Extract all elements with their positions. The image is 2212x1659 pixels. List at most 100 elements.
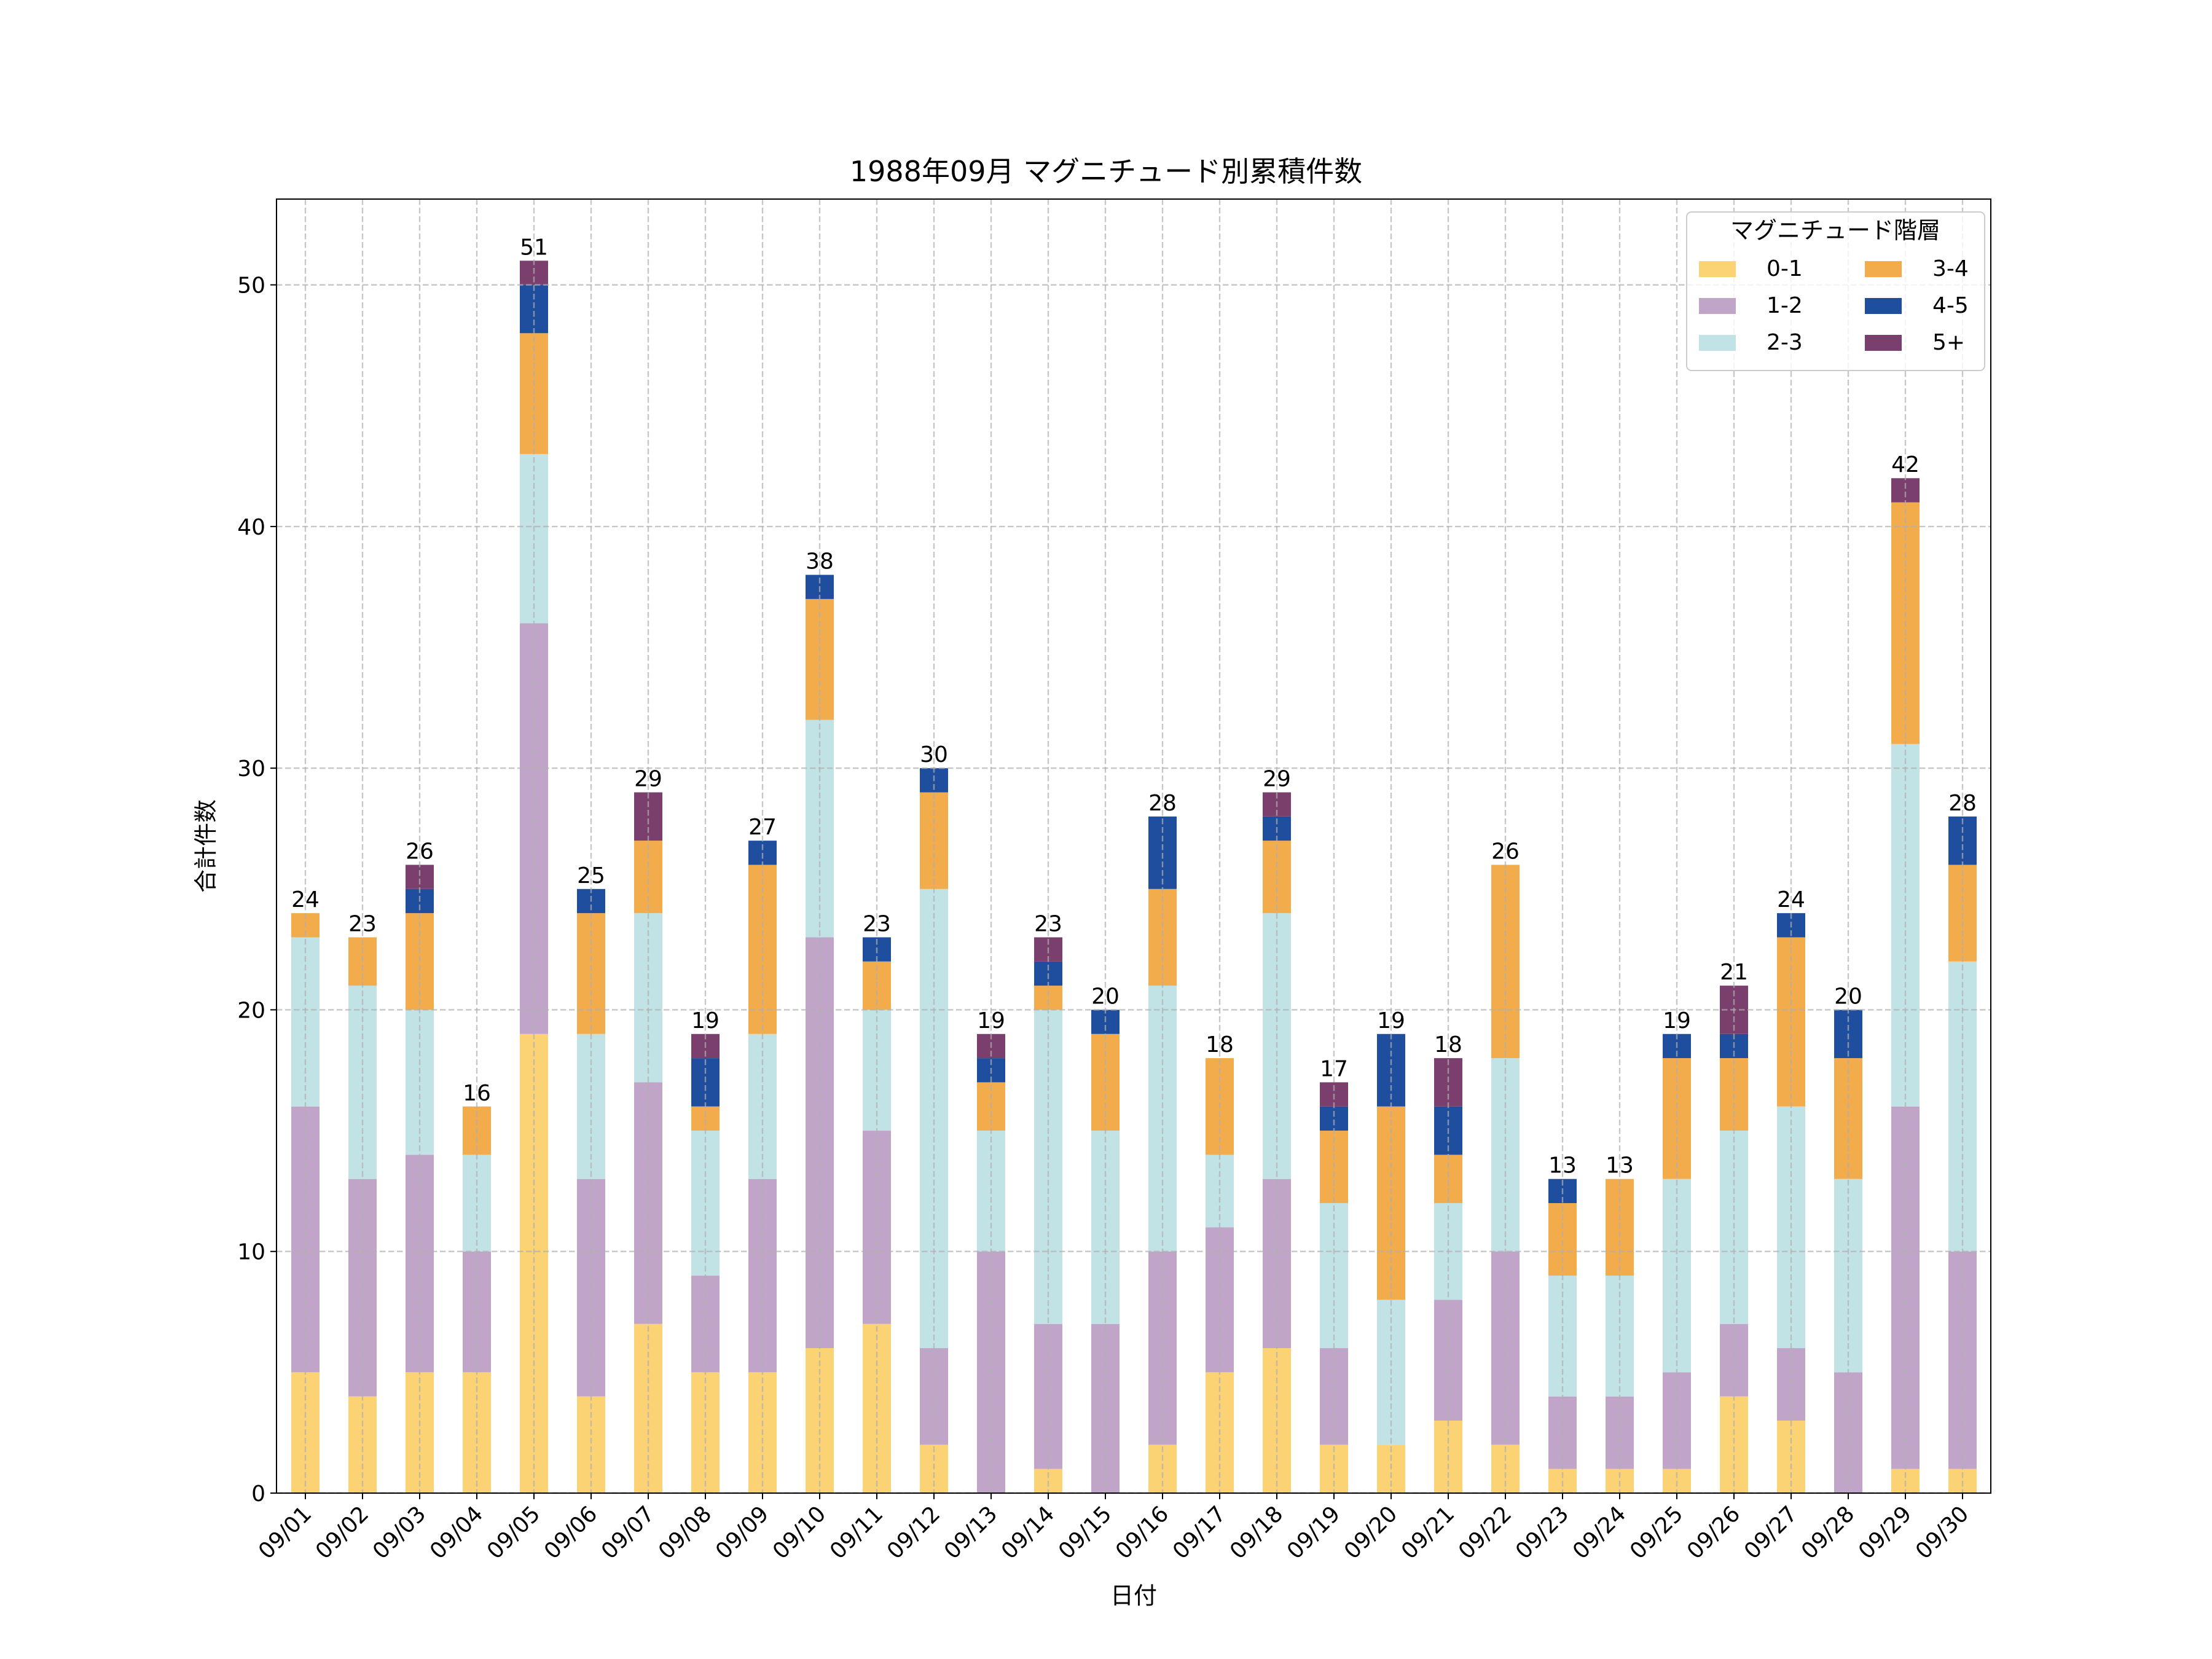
bar-segment-3-4 [1148, 888, 1177, 986]
bar-segment-3-4 [634, 841, 662, 914]
legend-swatch-0-1 [1699, 261, 1736, 277]
x-tick-label: 09/06 [539, 1501, 602, 1564]
grid [276, 199, 1991, 1494]
bar-segment-1-2 [691, 1276, 720, 1373]
bar-total-label: 51 [520, 235, 548, 260]
x-tick-label: 09/27 [1739, 1501, 1802, 1564]
x-tick-label: 09/03 [368, 1501, 431, 1564]
x-axis: 09/0109/0209/0309/0409/0509/0609/0709/08… [254, 1493, 1974, 1564]
x-tick-label: 09/22 [1454, 1501, 1516, 1564]
x-tick-label: 09/05 [482, 1501, 545, 1564]
bar-segment-3-4 [1034, 986, 1062, 1010]
x-tick-label: 09/17 [1168, 1501, 1231, 1564]
bar-segment-5+ [1891, 478, 1920, 503]
y-tick-label: 50 [237, 273, 265, 299]
bar-total-label: 23 [863, 911, 891, 936]
x-tick-label: 09/11 [825, 1501, 888, 1564]
bar-total-label: 20 [1091, 984, 1120, 1009]
bar-total-label: 24 [291, 887, 320, 912]
y-tick-label: 10 [237, 1240, 265, 1265]
bar-segment-3-4 [1663, 1058, 1691, 1179]
x-tick-label: 09/24 [1568, 1501, 1631, 1564]
bar-total-label: 19 [977, 1008, 1005, 1033]
bar-segment-3-4 [1834, 1058, 1862, 1179]
bar-total-label: 23 [1034, 911, 1062, 936]
y-tick-label: 20 [237, 998, 265, 1023]
chart-title: 1988年09月 マグニチュード別累積件数 [850, 155, 1362, 188]
x-tick-label: 09/29 [1854, 1501, 1916, 1564]
bar-total-label: 26 [406, 839, 434, 864]
y-tick-label: 40 [237, 515, 265, 540]
legend-frame [1686, 211, 1985, 371]
bar-total-label: 19 [1377, 1008, 1405, 1033]
x-tick-label: 09/14 [997, 1501, 1059, 1564]
bar-segment-0-1 [348, 1396, 377, 1493]
x-tick-label: 09/26 [1682, 1501, 1745, 1564]
bar-segment-5+ [634, 792, 662, 841]
y-tick-label: 0 [251, 1481, 265, 1507]
bar-segment-4-5 [1320, 1106, 1348, 1131]
legend: マグニチュード階層 0-1 1-2 2-3 3-4 4-5 5+ [1686, 211, 1985, 371]
x-tick-label: 09/13 [939, 1501, 1002, 1564]
legend-swatch-2-3 [1699, 335, 1736, 351]
legend-swatch-1-2 [1699, 298, 1736, 314]
bar-total-label: 27 [748, 815, 777, 840]
legend-swatch-5+ [1865, 335, 1902, 351]
bar-total-label: 18 [1434, 1032, 1462, 1057]
bar-total-label: 18 [1206, 1032, 1234, 1057]
bar-total-label: 20 [1834, 984, 1862, 1009]
x-tick-label: 09/25 [1625, 1501, 1688, 1564]
legend-title: マグニチュード階層 [1730, 217, 1940, 244]
x-tick-label: 09/19 [1282, 1501, 1345, 1564]
y-axis: 0 10 20 30 40 50 [237, 273, 276, 1507]
legend-label-5+: 5+ [1932, 330, 1965, 355]
bars [291, 261, 1977, 1493]
bar-total-label: 25 [577, 863, 605, 888]
bar-total-label: 17 [1320, 1056, 1348, 1081]
x-tick-label: 09/07 [597, 1501, 659, 1564]
bar-segment-3-4 [1434, 1155, 1462, 1204]
bar-total-label: 29 [634, 766, 662, 791]
bar-total-label: 13 [1548, 1153, 1577, 1179]
x-tick-label: 09/15 [1054, 1501, 1116, 1564]
bar-segment-0-1 [577, 1396, 605, 1493]
x-axis-label: 日付 [1110, 1582, 1157, 1609]
bar-segment-3-4 [691, 1106, 720, 1131]
bar-segment-0-1 [1720, 1396, 1748, 1493]
bar-segment-1-2 [1777, 1348, 1805, 1421]
legend-label-0-1: 0-1 [1767, 256, 1803, 281]
bar-segment-5+ [406, 865, 434, 889]
legend-swatch-3-4 [1865, 261, 1902, 277]
x-tick-label: 09/21 [1397, 1501, 1459, 1564]
x-tick-label: 09/02 [311, 1501, 374, 1564]
x-tick-label: 09/12 [882, 1501, 945, 1564]
bar-total-label: 13 [1606, 1153, 1634, 1179]
bar-total-label: 23 [348, 911, 377, 936]
bar-segment-2-3 [634, 913, 662, 1083]
bar-segment-3-4 [1548, 1203, 1577, 1276]
bar-total-label: 28 [1948, 791, 1977, 816]
legend-label-1-2: 1-2 [1767, 293, 1803, 318]
legend-label-2-3: 2-3 [1767, 330, 1803, 355]
legend-label-4-5: 4-5 [1932, 293, 1969, 318]
bar-segment-3-4 [1263, 841, 1291, 914]
bar-segment-4-5 [520, 284, 548, 334]
x-tick-label: 09/23 [1511, 1501, 1574, 1564]
x-tick-label: 09/30 [1911, 1501, 1974, 1564]
bar-total-label: 16 [463, 1081, 491, 1106]
x-tick-label: 09/10 [768, 1501, 831, 1564]
x-tick-label: 09/01 [254, 1501, 316, 1564]
y-axis-label: 合計件数 [192, 799, 219, 893]
y-tick-label: 30 [237, 756, 265, 782]
bar-total-label: 21 [1720, 960, 1748, 985]
x-tick-label: 09/08 [654, 1501, 716, 1564]
bar-total-label: 29 [1263, 766, 1291, 791]
bar-total-label: 38 [806, 549, 834, 575]
bar-total-label: 19 [691, 1008, 720, 1033]
plot-frame [276, 198, 1991, 1494]
legend-label-3-4: 3-4 [1932, 256, 1969, 281]
x-tick-label: 09/18 [1225, 1501, 1288, 1564]
bar-total-label: 24 [1777, 887, 1805, 912]
total-labels: 24 23 26 16 51 25 29 19 27 38 23 30 19 23 20 28 18 29 17 19… [291, 235, 1977, 1178]
x-tick-label: 09/04 [425, 1501, 488, 1564]
